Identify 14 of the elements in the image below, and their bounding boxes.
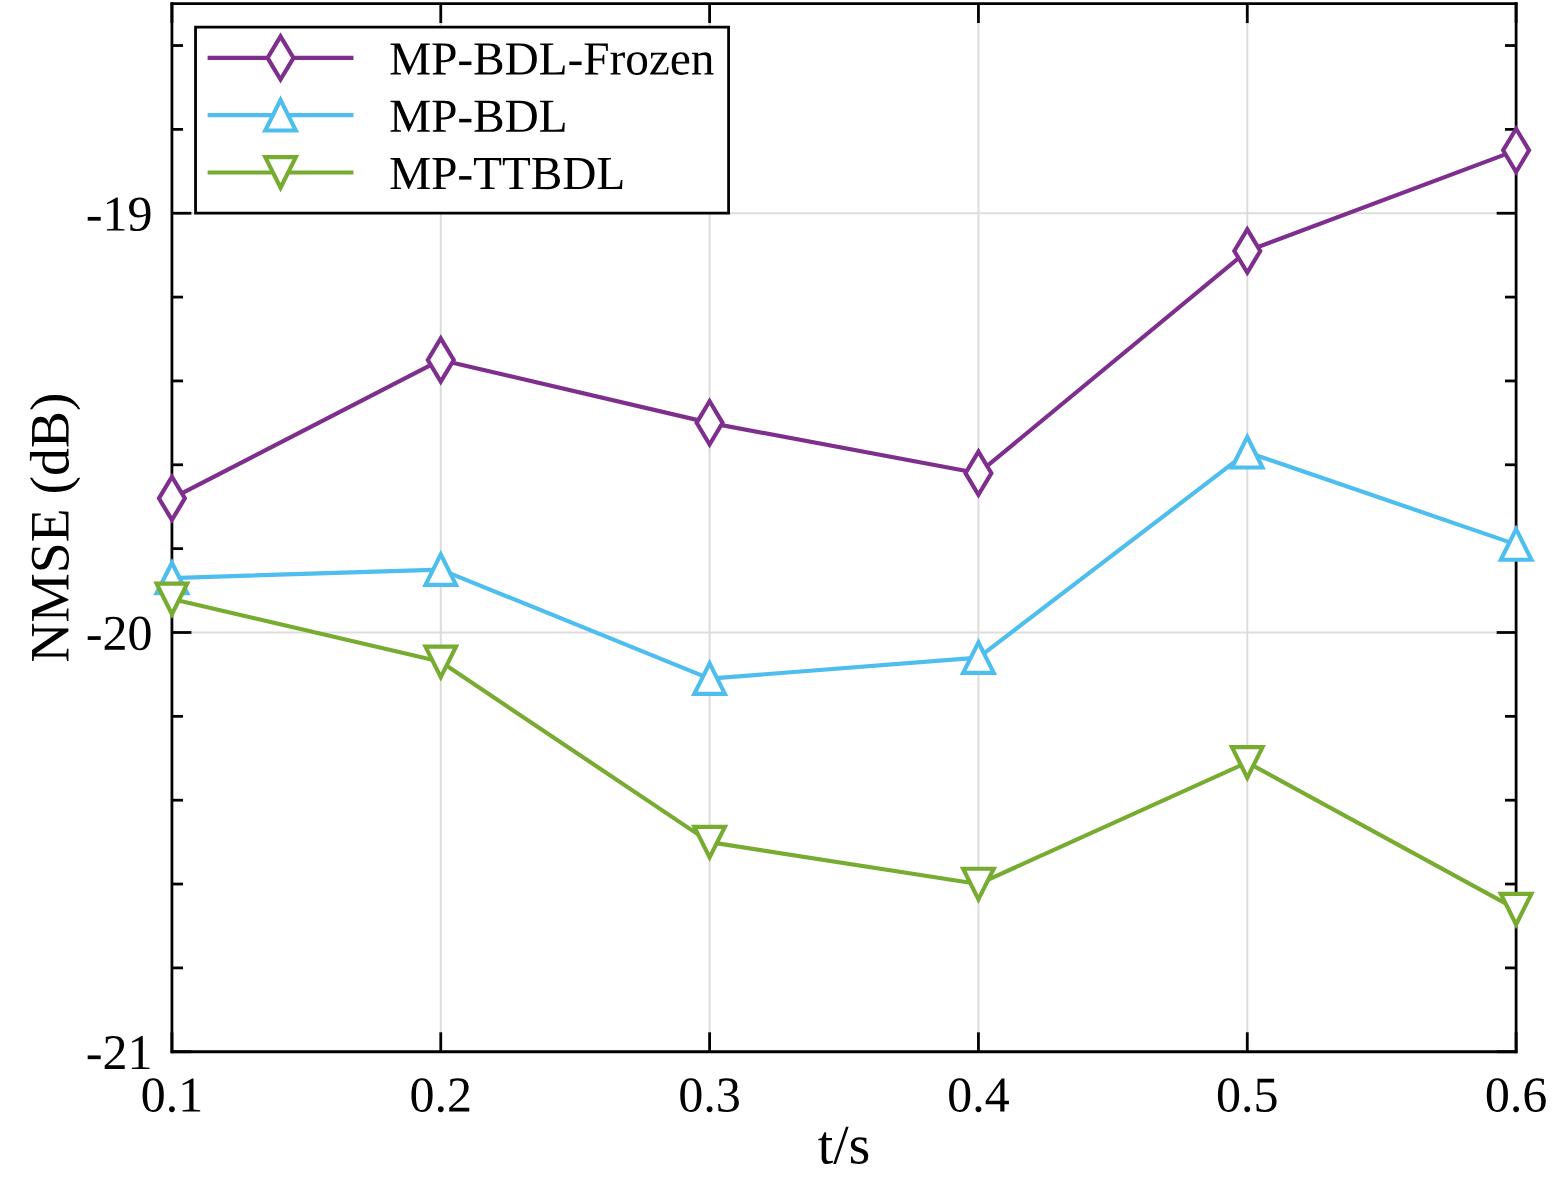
x-tick-label: 0.6 [1486,1078,1546,1113]
x-tick-label: 0.2 [411,1078,470,1113]
x-axis-title: t/s [818,1126,869,1164]
legend-label: MP-BDL-Frozen [390,43,714,75]
y-axis-title: NMSE (dB) [29,395,81,662]
x-tick-label: 0.4 [949,1078,1009,1113]
y-tick-label: -21 [87,1035,150,1070]
legend-label: MP-TTBDL [390,158,623,190]
x-tick-label: 0.3 [680,1078,739,1113]
x-tick-label: 0.1 [142,1078,201,1113]
x-tick-label: 0.5 [1217,1078,1277,1113]
y-tick-label: -19 [87,197,151,232]
y-tick-label: -20 [87,616,151,651]
legend-label: MP-BDL [390,100,565,132]
